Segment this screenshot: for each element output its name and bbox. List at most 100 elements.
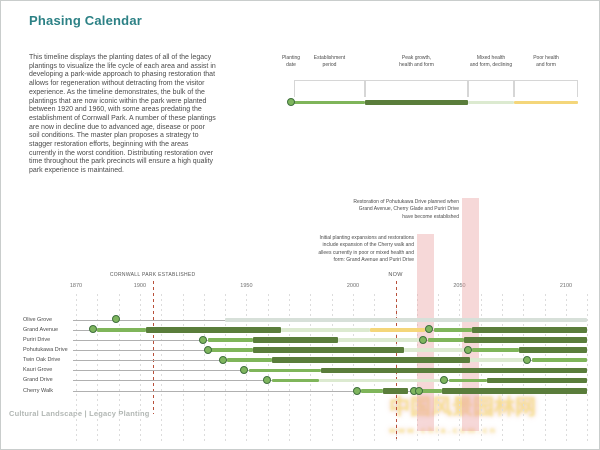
- legend-bracket-mixed: [468, 80, 514, 97]
- planting-date-marker-puriri-drive-1: [418, 335, 427, 344]
- segment-peak-twin-oak-drive-1: [272, 357, 471, 363]
- gridline-2040: [438, 294, 440, 441]
- row-baseline-cherry-walk: [73, 391, 586, 392]
- axis-tick-2100: 2100: [559, 283, 573, 289]
- segment-poor-grand-avenue-3: [370, 328, 426, 332]
- gridline-1980: [310, 294, 312, 441]
- gridline-2110: [587, 294, 589, 441]
- gridline-2070: [502, 294, 504, 441]
- cornwall-established-line: [152, 281, 155, 414]
- planting-date-marker-pohutukawa-drive-1: [463, 345, 472, 354]
- gridline-1870: [76, 294, 77, 441]
- segment-establishment-pohutukawa-drive-0: [210, 348, 253, 352]
- planting-date-marker-grand-avenue-1: [425, 325, 434, 334]
- row-label-puriri-drive: Puriri Drive: [23, 336, 51, 343]
- legend-bracket-establishment: [294, 80, 365, 97]
- legend-segment-peak: [365, 99, 468, 106]
- gridline-1890: [118, 294, 120, 441]
- axis-tick-2000: 2000: [346, 283, 360, 289]
- segment-peak-grand-drive-3: [487, 377, 588, 384]
- gridline-1990: [331, 294, 333, 441]
- planting-date-marker-kauri-grove-0: [239, 365, 248, 374]
- segment-mixed-grand-drive-1: [318, 378, 443, 383]
- footer-section-label: Cultural Landscape | Legacy Planting: [9, 409, 150, 418]
- segment-gray-olive-grove-0: [225, 317, 588, 322]
- watermark: 中国风景园林网 www.chla.com.cn: [389, 397, 536, 441]
- gridline-1930: [203, 294, 205, 441]
- gridline-2050: [459, 294, 461, 441]
- planting-date-marker-olive-grove-0: [111, 315, 120, 324]
- segment-establishment-grand-drive-0: [272, 378, 319, 383]
- gridline-2060: [480, 294, 482, 441]
- gridline-1880: [97, 294, 99, 441]
- row-label-kauri-grove: Kauri Grove: [23, 367, 53, 374]
- gridline-2090: [544, 294, 546, 441]
- axis-tick-1950: 1950: [240, 283, 253, 289]
- planting-date-marker-grand-drive-0: [263, 375, 272, 384]
- watermark-text: 中国风景园林网: [389, 396, 536, 419]
- legend-label-poor: Poor health and form: [533, 55, 559, 68]
- planting-date-marker-grand-avenue-0: [88, 325, 97, 334]
- row-label-grand-avenue: Grand Avenue: [23, 326, 59, 333]
- annotation-initial-expansions: Initial planting expansions and restorat…: [318, 235, 414, 264]
- segment-establishment-grand-avenue-0: [97, 328, 147, 332]
- segment-mixed-puriri-drive-2: [338, 338, 419, 342]
- segment-peak-grand-avenue-1: [146, 327, 281, 333]
- row-label-grand-drive: Grand Drive: [23, 377, 53, 384]
- gridline-2080: [523, 294, 525, 441]
- axis-tick-2050: 2050: [453, 283, 466, 289]
- segment-peak-kauri-grove-1: [321, 367, 588, 374]
- gridline-2100: [566, 294, 567, 441]
- restoration-window-1: [416, 234, 434, 431]
- segment-peak-grand-avenue-5: [472, 327, 588, 333]
- segment-establishment-grand-avenue-4: [433, 328, 473, 332]
- gridline-2030: [416, 294, 418, 441]
- gridline-1920: [182, 294, 184, 441]
- planting-date-marker-twin-oak-drive-1: [523, 355, 532, 364]
- legend-bracket-poor: [514, 80, 578, 97]
- gridline-1910: [161, 294, 163, 441]
- gridline-2000: [352, 294, 354, 441]
- planting-date-marker-twin-oak-drive-0: [218, 355, 227, 364]
- gridline-1940: [225, 294, 227, 441]
- annotation-pohutukawa-restoration: Restoration of Pohutukawa Drive planned …: [353, 199, 459, 220]
- segment-peak-cherry-walk-1: [382, 388, 409, 394]
- segment-establishment-cherry-walk-2: [421, 389, 443, 393]
- legend-label-establishment: Establishment period: [313, 55, 346, 68]
- segment-establishment-kauri-grove-0: [248, 368, 321, 373]
- planting-date-marker-puriri-drive-0: [199, 335, 208, 344]
- planting-date-marker-cherry-walk-0: [352, 386, 361, 395]
- segment-mixed-pohutukawa-drive-2: [404, 348, 464, 352]
- now-label: NOW: [388, 272, 403, 278]
- intro-paragraph: This timeline displays the planting date…: [29, 54, 216, 175]
- segment-peak-puriri-drive-4: [463, 337, 588, 343]
- segment-establishment-cherry-walk-0: [361, 389, 383, 393]
- legend-label-peak: Peak growth, health and form: [399, 55, 434, 68]
- gridline-1900: [139, 294, 141, 441]
- legend-label-planting: Planting date: [281, 55, 301, 68]
- segment-establishment-grand-drive-2: [448, 378, 488, 383]
- segment-mixed-grand-avenue-2: [280, 328, 370, 332]
- legend-segment-poor: [514, 100, 578, 105]
- legend-segment-mixed: [468, 100, 514, 105]
- segment-establishment-twin-oak-drive-3: [531, 358, 588, 362]
- row-label-twin-oak-drive: Twin Oak Drive: [23, 357, 61, 363]
- row-label-cherry-walk: Cherry Walk: [23, 387, 54, 394]
- planting-date-marker-cherry-walk-2: [414, 386, 423, 395]
- gridline-2010: [374, 294, 376, 441]
- segment-establishment-pohutukawa-drive-3: [472, 348, 520, 352]
- segment-establishment-puriri-drive-0: [208, 338, 253, 342]
- segment-peak-cherry-walk-3: [442, 388, 588, 394]
- page-title: Phasing Calendar: [29, 13, 143, 28]
- segment-mixed-twin-oak-drive-2: [470, 358, 524, 362]
- planting-date-marker-pohutukawa-drive-0: [203, 345, 212, 354]
- restoration-window-2: [461, 198, 479, 431]
- legend-segment-establishment: [294, 100, 365, 105]
- segment-peak-puriri-drive-1: [252, 337, 339, 343]
- segment-peak-pohutukawa-drive-4: [519, 347, 588, 353]
- legend-bracket-peak: [365, 80, 468, 97]
- legend-label-mixed: Mixed health and form, declining: [469, 55, 513, 68]
- gridline-1960: [267, 294, 269, 441]
- axis-tick-1900: 1900: [133, 283, 147, 289]
